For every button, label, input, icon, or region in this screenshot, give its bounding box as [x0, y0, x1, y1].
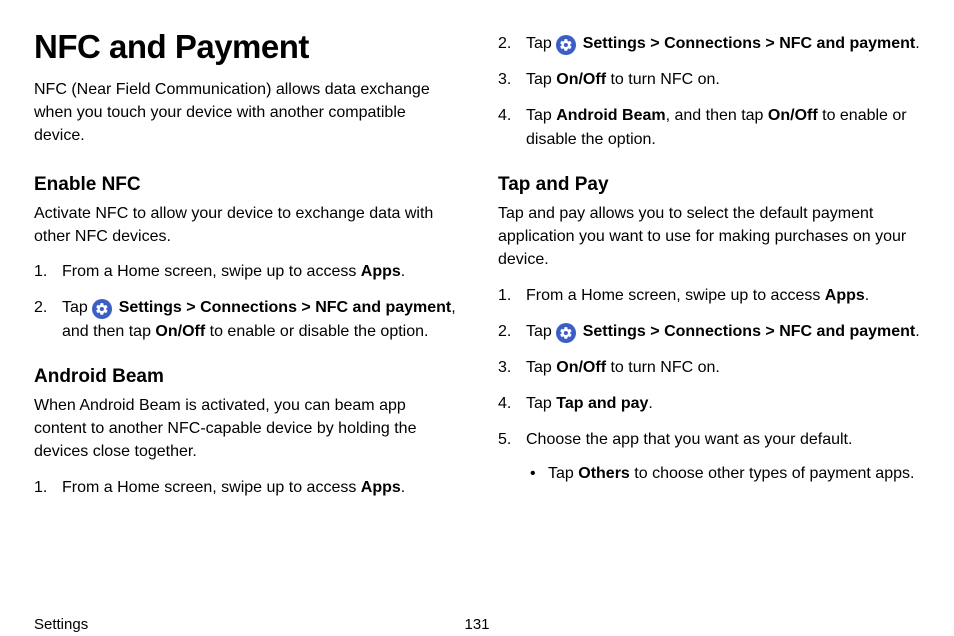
- list-item: From a Home screen, swipe up to access A…: [498, 284, 920, 308]
- settings-label: Settings: [583, 323, 646, 340]
- settings-icon: [556, 35, 576, 55]
- punct: .: [401, 263, 405, 280]
- step-text: Tap: [526, 107, 556, 124]
- step-text: , and then tap: [666, 107, 768, 124]
- tap-prefix: Tap: [526, 71, 556, 88]
- nfc-payment-label: NFC and payment: [315, 299, 451, 316]
- page-number: 131: [464, 616, 489, 633]
- enable-nfc-intro: Activate NFC to allow your device to exc…: [34, 202, 456, 248]
- footer-section: Settings: [34, 616, 88, 633]
- android-beam-steps-cont: Tap Settings > Connections > NFC and pay…: [498, 32, 920, 152]
- tap-pay-heading: Tap and Pay: [498, 174, 920, 196]
- step-text: From a Home screen, swipe up to access: [62, 263, 361, 280]
- list-item: Tap On/Off to turn NFC on.: [498, 68, 920, 92]
- enable-nfc-steps: From a Home screen, swipe up to access A…: [34, 260, 456, 344]
- tap-pay-steps: From a Home screen, swipe up to access A…: [498, 284, 920, 486]
- connections-label: Connections: [200, 299, 297, 316]
- list-item: Tap Tap and pay.: [498, 392, 920, 416]
- settings-label: Settings: [583, 35, 646, 52]
- step-text: Choose the app that you want as your def…: [526, 431, 852, 448]
- onoff-label: On/Off: [768, 107, 818, 124]
- step-text: From a Home screen, swipe up to access: [62, 479, 361, 496]
- bullet-list: Tap Others to choose other types of paym…: [526, 462, 920, 486]
- settings-icon: [92, 299, 112, 319]
- list-item: Tap On/Off to turn NFC on.: [498, 356, 920, 380]
- others-label: Others: [578, 465, 630, 482]
- punct: .: [648, 395, 652, 412]
- chevron-icon: >: [301, 299, 310, 316]
- chevron-icon: >: [650, 35, 659, 52]
- right-column: Tap Settings > Connections > NFC and pay…: [498, 28, 920, 576]
- bullet-text: Tap: [548, 465, 578, 482]
- tap-pay-label: Tap and pay: [556, 395, 648, 412]
- list-item: From a Home screen, swipe up to access A…: [34, 476, 456, 500]
- settings-icon: [556, 323, 576, 343]
- list-item: Tap Others to choose other types of paym…: [526, 462, 920, 486]
- tap-prefix: Tap: [526, 395, 556, 412]
- tap-prefix: Tap: [526, 323, 556, 340]
- bullet-text: to choose other types of payment apps.: [630, 465, 915, 482]
- left-column: NFC and Payment NFC (Near Field Communic…: [34, 28, 456, 576]
- punct: .: [915, 35, 919, 52]
- android-beam-steps: From a Home screen, swipe up to access A…: [34, 476, 456, 500]
- tap-pay-intro: Tap and pay allows you to select the def…: [498, 202, 920, 272]
- chevron-icon: >: [765, 35, 774, 52]
- connections-label: Connections: [664, 323, 761, 340]
- list-item: Tap Settings > Connections > NFC and pay…: [498, 32, 920, 56]
- apps-label: Apps: [361, 263, 401, 280]
- punct: .: [915, 323, 919, 340]
- onoff-label: On/Off: [155, 323, 205, 340]
- page-intro: NFC (Near Field Communication) allows da…: [34, 78, 456, 148]
- settings-label: Settings: [119, 299, 182, 316]
- tap-prefix: Tap: [62, 299, 92, 316]
- chevron-icon: >: [765, 323, 774, 340]
- android-beam-label: Android Beam: [556, 107, 665, 124]
- step-text: From a Home screen, swipe up to access: [526, 287, 825, 304]
- enable-nfc-heading: Enable NFC: [34, 174, 456, 196]
- apps-label: Apps: [361, 479, 401, 496]
- list-item: Tap Settings > Connections > NFC and pay…: [498, 320, 920, 344]
- list-item: Tap Settings > Connections > NFC and pay…: [34, 296, 456, 344]
- list-item: Tap Android Beam, and then tap On/Off to…: [498, 104, 920, 152]
- android-beam-intro: When Android Beam is activated, you can …: [34, 394, 456, 464]
- list-item: From a Home screen, swipe up to access A…: [34, 260, 456, 284]
- nfc-payment-label: NFC and payment: [779, 323, 915, 340]
- connections-label: Connections: [664, 35, 761, 52]
- chevron-icon: >: [186, 299, 195, 316]
- step-text: to turn NFC on.: [606, 359, 720, 376]
- punct: .: [865, 287, 869, 304]
- onoff-label: On/Off: [556, 359, 606, 376]
- punct: .: [401, 479, 405, 496]
- page-title: NFC and Payment: [34, 28, 456, 66]
- android-beam-heading: Android Beam: [34, 366, 456, 388]
- step-text: to enable or disable the option.: [205, 323, 428, 340]
- apps-label: Apps: [825, 287, 865, 304]
- tap-prefix: Tap: [526, 35, 556, 52]
- list-item: Choose the app that you want as your def…: [498, 428, 920, 486]
- onoff-label: On/Off: [556, 71, 606, 88]
- step-text: to turn NFC on.: [606, 71, 720, 88]
- nfc-payment-label: NFC and payment: [779, 35, 915, 52]
- chevron-icon: >: [650, 323, 659, 340]
- tap-prefix: Tap: [526, 359, 556, 376]
